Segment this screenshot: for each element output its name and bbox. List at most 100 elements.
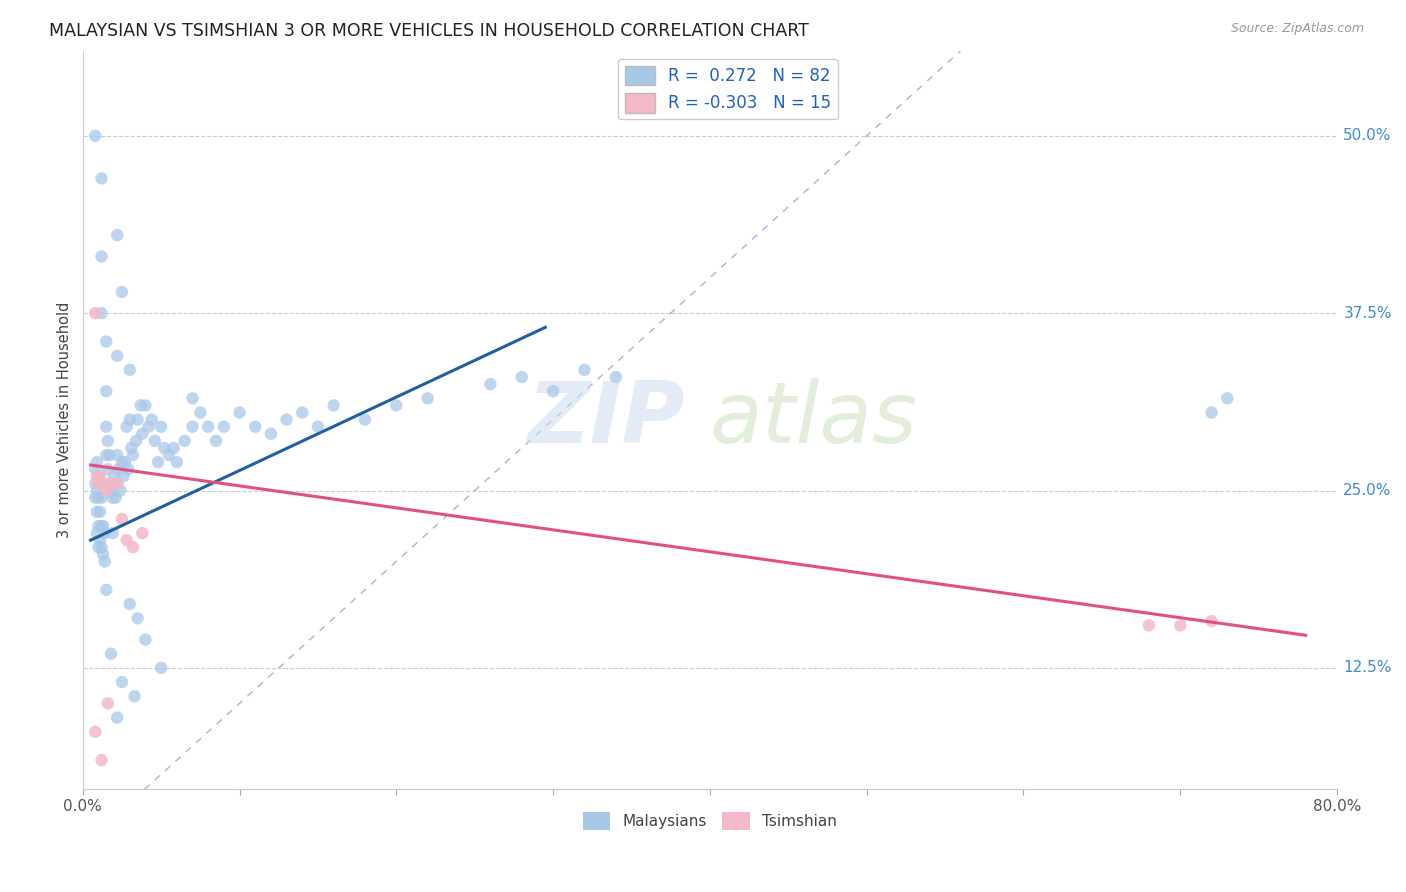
Point — [141, 412, 163, 426]
Point — [90, 491, 112, 505]
Text: ZIP: ZIP — [527, 378, 685, 461]
Point — [1201, 614, 1223, 628]
Point — [479, 377, 502, 392]
Point — [87, 491, 110, 505]
Point — [322, 398, 344, 412]
Point — [91, 548, 114, 562]
Point — [90, 249, 112, 263]
Point — [93, 554, 115, 568]
Text: atlas: atlas — [710, 378, 918, 461]
Point — [143, 434, 166, 448]
Point — [96, 483, 118, 498]
Point — [129, 398, 152, 412]
Point — [101, 491, 124, 505]
Point — [416, 392, 439, 406]
Point — [124, 690, 146, 704]
Point — [96, 419, 118, 434]
Point — [91, 476, 114, 491]
Point — [157, 448, 180, 462]
Point — [100, 483, 122, 498]
Point — [87, 469, 110, 483]
Point — [84, 491, 107, 505]
Point — [96, 582, 118, 597]
Point — [276, 412, 298, 426]
Point — [84, 462, 107, 476]
Point — [114, 455, 136, 469]
Y-axis label: 3 or more Vehicles in Household: 3 or more Vehicles in Household — [58, 301, 72, 538]
Point — [118, 412, 141, 426]
Text: 25.0%: 25.0% — [1343, 483, 1392, 498]
Point — [111, 285, 134, 299]
Point — [105, 349, 128, 363]
Point — [291, 405, 314, 419]
Point — [212, 419, 235, 434]
Point — [86, 455, 108, 469]
Point — [173, 434, 195, 448]
Point — [101, 526, 124, 541]
Point — [90, 753, 112, 767]
Point — [86, 469, 108, 483]
Point — [115, 533, 138, 548]
Point — [574, 363, 596, 377]
Point — [87, 476, 110, 491]
Point — [1216, 392, 1239, 406]
Point — [98, 448, 121, 462]
Text: MALAYSIAN VS TSIMSHIAN 3 OR MORE VEHICLES IN HOUSEHOLD CORRELATION CHART: MALAYSIAN VS TSIMSHIAN 3 OR MORE VEHICLE… — [49, 22, 808, 40]
Point — [118, 363, 141, 377]
Point — [90, 171, 112, 186]
Point — [89, 505, 111, 519]
Point — [1168, 618, 1191, 632]
Point — [90, 519, 112, 533]
Point — [86, 483, 108, 498]
Point — [354, 412, 377, 426]
Point — [1201, 405, 1223, 419]
Point — [90, 541, 112, 555]
Point — [110, 483, 132, 498]
Point — [111, 675, 134, 690]
Point — [134, 398, 156, 412]
Point — [84, 476, 107, 491]
Point — [125, 434, 148, 448]
Point — [605, 370, 627, 384]
Point — [84, 128, 107, 143]
Point — [103, 469, 125, 483]
Point — [117, 462, 139, 476]
Point — [122, 448, 145, 462]
Point — [146, 455, 169, 469]
Text: 12.5%: 12.5% — [1343, 660, 1392, 675]
Point — [87, 519, 110, 533]
Point — [98, 476, 121, 491]
Point — [86, 526, 108, 541]
Point — [245, 419, 267, 434]
Point — [96, 448, 118, 462]
Point — [115, 419, 138, 434]
Point — [107, 462, 129, 476]
Point — [260, 426, 283, 441]
Text: 37.5%: 37.5% — [1343, 306, 1392, 321]
Point — [111, 455, 134, 469]
Point — [1137, 618, 1160, 632]
Point — [385, 398, 408, 412]
Point — [86, 505, 108, 519]
Point — [96, 334, 118, 349]
Text: 50.0%: 50.0% — [1343, 128, 1392, 144]
Point — [510, 370, 533, 384]
Point — [112, 469, 135, 483]
Point — [105, 710, 128, 724]
Point — [105, 476, 128, 491]
Point — [100, 476, 122, 491]
Point — [134, 632, 156, 647]
Point — [150, 419, 173, 434]
Point — [96, 384, 118, 399]
Point — [131, 526, 153, 541]
Point — [89, 533, 111, 548]
Point — [93, 526, 115, 541]
Point — [138, 419, 160, 434]
Point — [84, 306, 107, 320]
Point — [197, 419, 219, 434]
Point — [118, 597, 141, 611]
Point — [153, 441, 176, 455]
Point — [205, 434, 228, 448]
Point — [105, 228, 128, 243]
Point — [89, 476, 111, 491]
